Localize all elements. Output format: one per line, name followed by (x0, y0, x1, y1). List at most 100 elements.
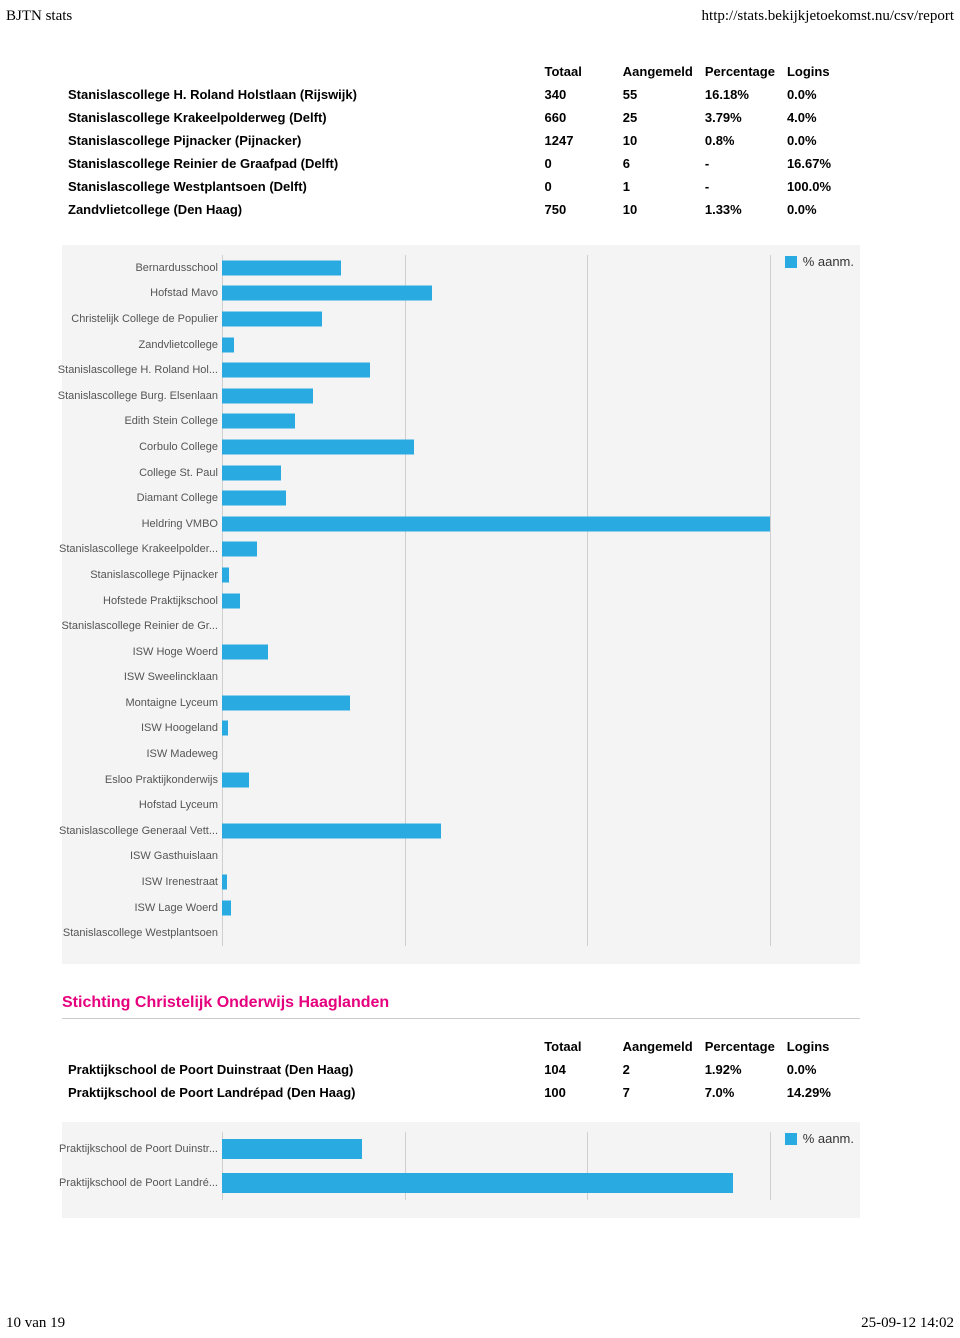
chart-row-label: Esloo Praktijkonderwijs (105, 774, 222, 786)
chart-row: Christelijk College de Populier (72, 306, 850, 332)
chart-bar (222, 337, 234, 352)
chart-row: ISW Sweelincklaan (72, 665, 850, 691)
chart-row: Praktijkschool de Poort Landré... (72, 1166, 850, 1200)
row-value: 1 (617, 175, 699, 198)
row-value: 7 (617, 1081, 699, 1104)
row-value: 3.79% (699, 106, 781, 129)
chart-bar (222, 1139, 362, 1159)
chart-row-label: Hofstad Mavo (150, 287, 222, 299)
chart-bar (222, 1173, 733, 1193)
row-name: Stanislascollege Westplantsoen (Delft) (62, 175, 539, 198)
chart-row-label: ISW Madeweg (146, 748, 222, 760)
chart-bar (222, 491, 286, 506)
chart-row: ISW Hoogeland (72, 716, 850, 742)
row-value: 1.92% (699, 1058, 781, 1081)
chart-row-label: ISW Irenestraat (142, 876, 222, 888)
col-header: Aangemeld (617, 1035, 699, 1058)
chart-row-label: Bernardusschool (135, 262, 222, 274)
chart-bar (222, 875, 227, 890)
chart-row: Heldring VMBO (72, 511, 850, 537)
row-name: Praktijkschool de Poort Duinstraat (Den … (62, 1058, 538, 1081)
row-value: 0.0% (781, 129, 860, 152)
col-header: Totaal (538, 1035, 616, 1058)
chart-row-label: ISW Hoge Woerd (133, 646, 222, 658)
chart-bar (222, 772, 249, 787)
chart-row: ISW Lage Woerd (72, 895, 850, 921)
row-value: 0 (539, 175, 617, 198)
page-header-left: BJTN stats (6, 8, 72, 25)
chart-2-container: % aanm. Praktijkschool de Poort Duinstr.… (62, 1122, 860, 1218)
chart-bar (222, 311, 322, 326)
chart-bar (222, 363, 370, 378)
page-footer-right: 25-09-12 14:02 (861, 1315, 954, 1332)
row-value: 0.0% (781, 83, 860, 106)
row-name: Stanislascollege Pijnacker (Pijnacker) (62, 129, 539, 152)
col-header: Logins (781, 60, 860, 83)
table-row: Praktijkschool de Poort Landrépad (Den H… (62, 1081, 860, 1104)
chart-bar (222, 542, 257, 557)
chart-row: Stanislascollege Reinier de Gr... (72, 613, 850, 639)
col-header: Percentage (699, 60, 781, 83)
chart-bar (222, 260, 341, 275)
chart-bar (222, 593, 240, 608)
chart-bar (222, 516, 770, 531)
chart-row: Stanislascollege Pijnacker (72, 562, 850, 588)
row-value: - (699, 152, 781, 175)
chart-row-label: Stanislascollege Westplantsoen (63, 927, 222, 939)
chart-row-label: College St. Paul (139, 467, 222, 479)
row-value: 100 (538, 1081, 616, 1104)
col-header (62, 1035, 538, 1058)
table-row: Praktijkschool de Poort Duinstraat (Den … (62, 1058, 860, 1081)
row-value: 0.8% (699, 129, 781, 152)
chart-row-label: Stanislascollege Krakeelpolder... (59, 543, 222, 555)
chart-row: Corbulo College (72, 434, 850, 460)
chart-row: Praktijkschool de Poort Duinstr... (72, 1132, 850, 1166)
chart-row: ISW Madeweg (72, 741, 850, 767)
chart-bar (222, 644, 268, 659)
row-value: 340 (539, 83, 617, 106)
chart-row: Bernardusschool (72, 255, 850, 281)
row-value: 6 (617, 152, 699, 175)
col-header: Totaal (539, 60, 617, 83)
chart-row-label: Heldring VMBO (142, 518, 222, 530)
chart-row: Montaigne Lyceum (72, 690, 850, 716)
chart-row-label: Praktijkschool de Poort Landré... (59, 1177, 222, 1189)
chart-bar (222, 695, 350, 710)
chart-row: College St. Paul (72, 460, 850, 486)
section-heading: Stichting Christelijk Onderwijs Haagland… (62, 994, 860, 1012)
row-value: 660 (539, 106, 617, 129)
table-row: Stanislascollege H. Roland Holstlaan (Ri… (62, 83, 860, 106)
chart-bar (222, 388, 313, 403)
row-value: 55 (617, 83, 699, 106)
table-row: Stanislascollege Westplantsoen (Delft)01… (62, 175, 860, 198)
row-name: Stanislascollege H. Roland Holstlaan (Ri… (62, 83, 539, 106)
row-value: 100.0% (781, 175, 860, 198)
chart-row-label: ISW Lage Woerd (134, 902, 222, 914)
chart-row-label: Praktijkschool de Poort Duinstr... (59, 1143, 222, 1155)
row-value: 2 (617, 1058, 699, 1081)
chart-row: Hofstad Lyceum (72, 792, 850, 818)
chart-row: Stanislascollege Generaal Vett... (72, 818, 850, 844)
row-name: Stanislascollege Reinier de Graafpad (De… (62, 152, 539, 175)
row-value: 10 (617, 198, 699, 221)
chart-row: Hofstede Praktijkschool (72, 588, 850, 614)
table-row: Stanislascollege Krakeelpolderweg (Delft… (62, 106, 860, 129)
chart-row: ISW Hoge Woerd (72, 639, 850, 665)
chart-row-label: Christelijk College de Populier (71, 313, 222, 325)
chart-row-label: Edith Stein College (124, 415, 222, 427)
row-value: 1.33% (699, 198, 781, 221)
col-header: Logins (781, 1035, 860, 1058)
row-value: 16.67% (781, 152, 860, 175)
col-header (62, 60, 539, 83)
row-name: Stanislascollege Krakeelpolderweg (Delft… (62, 106, 539, 129)
col-header: Percentage (699, 1035, 781, 1058)
chart-row: Stanislascollege H. Roland Hol... (72, 357, 850, 383)
chart-row-label: Stanislascollege Reinier de Gr... (61, 620, 222, 632)
row-name: Praktijkschool de Poort Landrépad (Den H… (62, 1081, 538, 1104)
chart-row-label: ISW Hoogeland (141, 722, 222, 734)
chart-row-label: Stanislascollege Pijnacker (90, 569, 222, 581)
row-value: 4.0% (781, 106, 860, 129)
chart-row-label: Stanislascollege Generaal Vett... (59, 825, 222, 837)
row-value: 16.18% (699, 83, 781, 106)
chart-row-label: Hofstad Lyceum (139, 799, 222, 811)
